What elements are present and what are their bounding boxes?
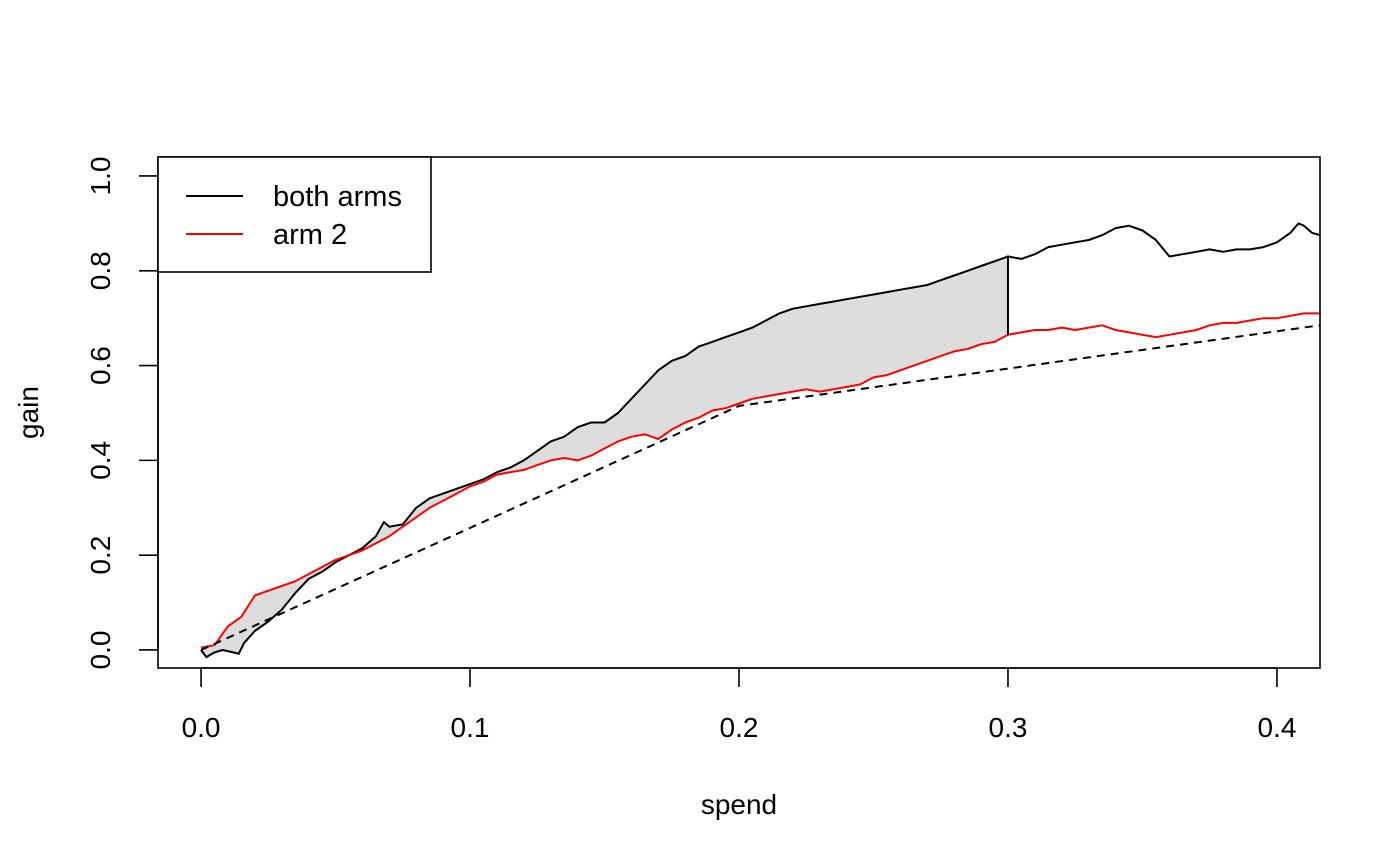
y-tick-label: 0.8 — [85, 251, 116, 290]
reference-line — [200, 324, 1320, 651]
y-axis-title: gain — [13, 386, 44, 439]
y-tick-label: 0.6 — [85, 346, 116, 385]
shaded-region — [201, 256, 1008, 658]
x-tick-label: 0.0 — [182, 712, 221, 743]
axes-layer: 0.0 0.1 0.2 0.3 0.4 0.0 0.2 0.4 0.6 0.8 1.0 spend ga… — [13, 156, 1321, 820]
y-tick-label: 0.4 — [85, 441, 116, 480]
x-tick-label: 0.4 — [1257, 712, 1296, 743]
legend-box — [157, 156, 432, 273]
x-tick-label: 0.3 — [989, 712, 1028, 743]
y-tick-label: 0.2 — [85, 536, 116, 575]
x-tick-label: 0.1 — [451, 712, 490, 743]
legend: both arms arm 2 — [157, 156, 432, 273]
x-tick-label: 0.2 — [720, 712, 759, 743]
plot-layer — [200, 222, 1320, 659]
legend-label: both arms — [273, 181, 402, 213]
y-tick-label: 0.0 — [85, 631, 116, 670]
series-line-both-arms — [200, 222, 1320, 659]
x-axis-title: spend — [701, 789, 777, 820]
legend-label: arm 2 — [273, 219, 347, 251]
y-tick-label: 1.0 — [85, 156, 116, 195]
series-line-arm-2 — [200, 312, 1320, 649]
